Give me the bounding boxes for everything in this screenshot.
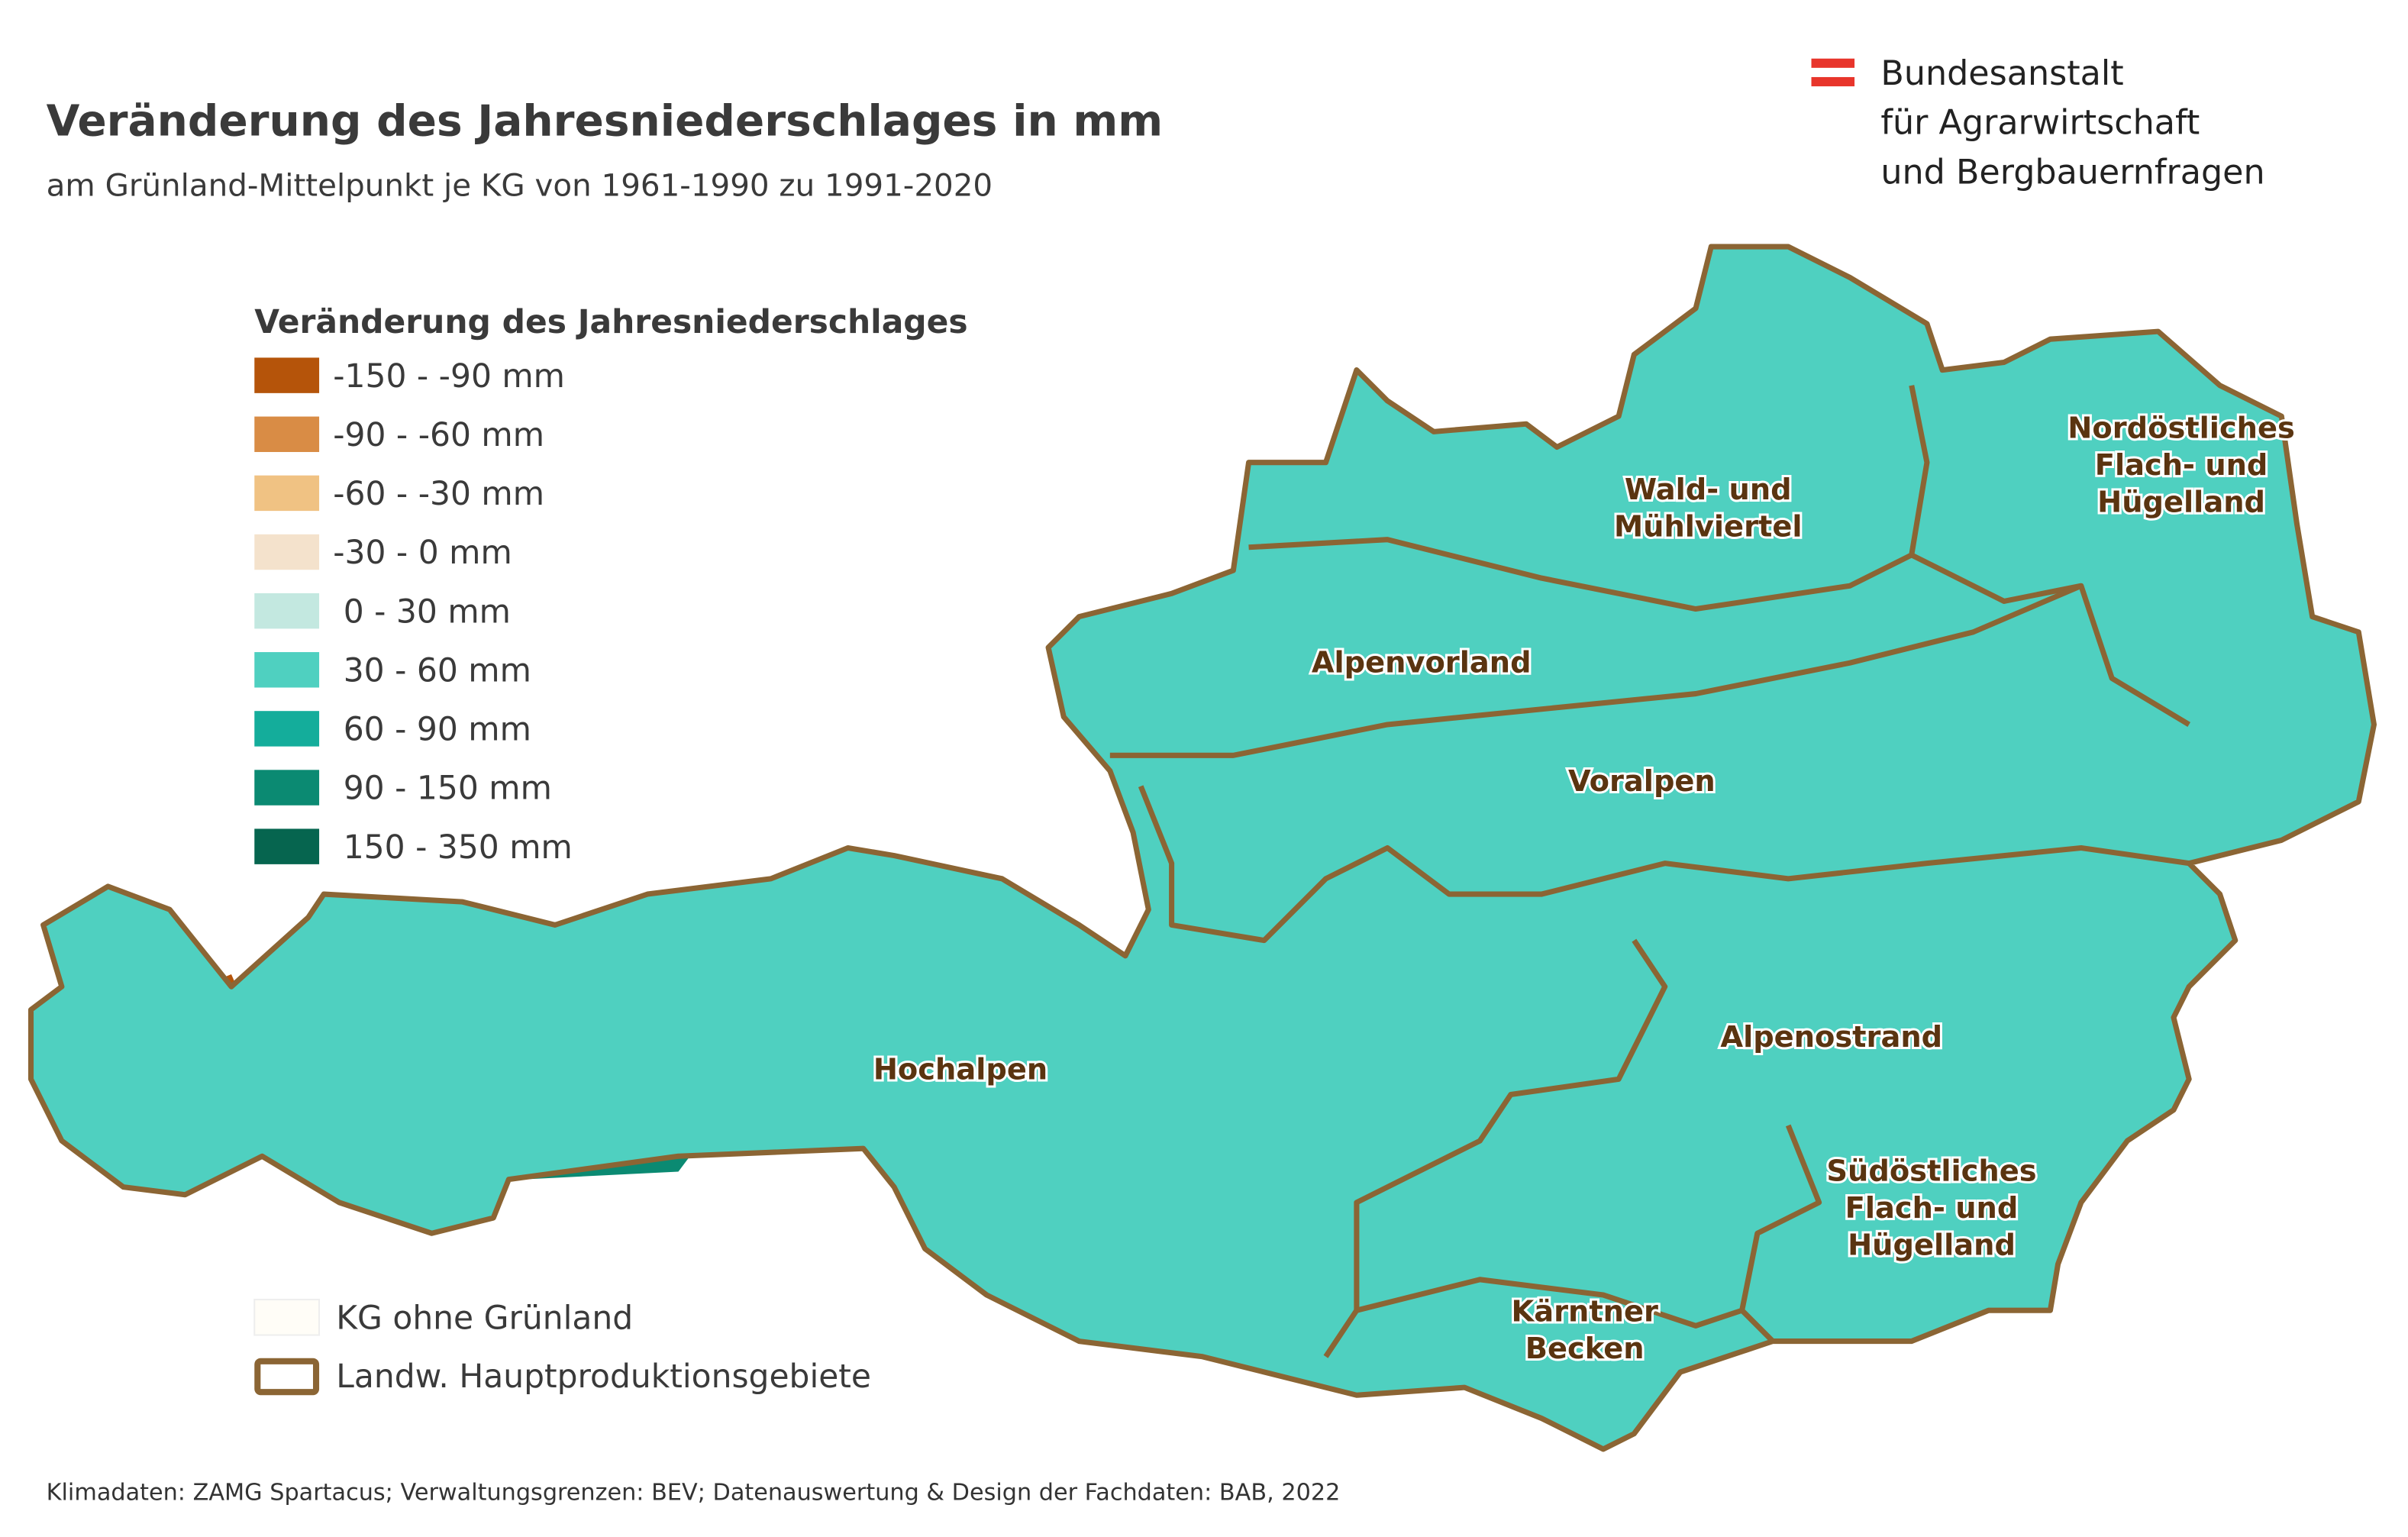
source: Klimadaten: ZAMG Spartacus; Verwaltungsg… [47, 1480, 1341, 1506]
subtitle: am Grünland-Mittelpunkt je KG von 1961-1… [47, 167, 993, 203]
legend-label: 0 - 30 mm [333, 593, 511, 630]
region-border [1739, 1124, 1822, 1344]
region-label: Nordöstliches Flach- und Hügelland [2067, 411, 2295, 519]
region-label: Südöstliches Flach- und Hügelland [1826, 1154, 2036, 1263]
legend-label: -60 - -30 mm [333, 475, 544, 512]
region-label: Hochalpen [873, 1052, 1047, 1087]
legend-label: -150 - -90 mm [333, 357, 565, 395]
logo-text: und Bergbauernfragen [1880, 153, 2264, 192]
legend-title: Veränderung des Jahresniederschlages [254, 303, 967, 341]
region-border [1248, 385, 1930, 612]
region-label: Kärntner Becken [1511, 1294, 1658, 1365]
region-border [1323, 938, 1668, 1358]
region-label: Alpenostrand [1720, 1020, 1942, 1054]
flag-stripe [1811, 58, 1855, 68]
logo-text: für Agrarwirtschaft [1880, 104, 2200, 143]
legend-swatch [254, 534, 320, 570]
legend-label: -30 - 0 mm [333, 534, 512, 571]
legend-label: 150 - 350 mm [333, 828, 573, 866]
flag-stripe [1811, 76, 1855, 87]
legend-swatch [254, 357, 320, 393]
title: Veränderung des Jahresniederschlages in … [47, 97, 1163, 147]
legend-swatch [254, 652, 320, 688]
legend-label: 90 - 150 mm [333, 770, 552, 807]
legend-swatch [254, 770, 320, 806]
legend: Veränderung des Jahresniederschlages KG … [253, 303, 968, 1396]
logo-text: Bundesanstalt [1880, 54, 2123, 93]
region-border [1356, 1277, 1743, 1329]
legend-label: 30 - 60 mm [333, 651, 531, 689]
legend-label: -90 - -60 mm [333, 416, 544, 454]
region-border [1138, 785, 2190, 944]
legend-swatch [254, 416, 320, 452]
legend-label: Landw. Hauptproduktionsgebiete [336, 1358, 871, 1395]
legend-swatch [253, 1299, 321, 1336]
legend-label: 60 - 90 mm [333, 711, 531, 748]
logo: Bundesanstalt für Agrarwirtschaft und Be… [1811, 54, 2265, 192]
legend-swatch [254, 828, 320, 864]
region-label: Voralpen [1568, 764, 1716, 799]
legend-swatch [254, 1358, 320, 1396]
region-label: Wald- und Mühlviertel [1614, 473, 1803, 544]
map [31, 247, 2374, 1449]
legend-label: KG ohne Grünland [336, 1299, 633, 1336]
region-labels: Nordöstliches Flach- und Hügelland Wald- u… [871, 408, 2297, 1367]
region-border [1109, 583, 2083, 758]
legend-swatch [254, 711, 320, 747]
legend-swatch [254, 475, 320, 512]
region-label: Alpenvorland [1312, 645, 1532, 680]
legend-swatch [254, 593, 320, 629]
